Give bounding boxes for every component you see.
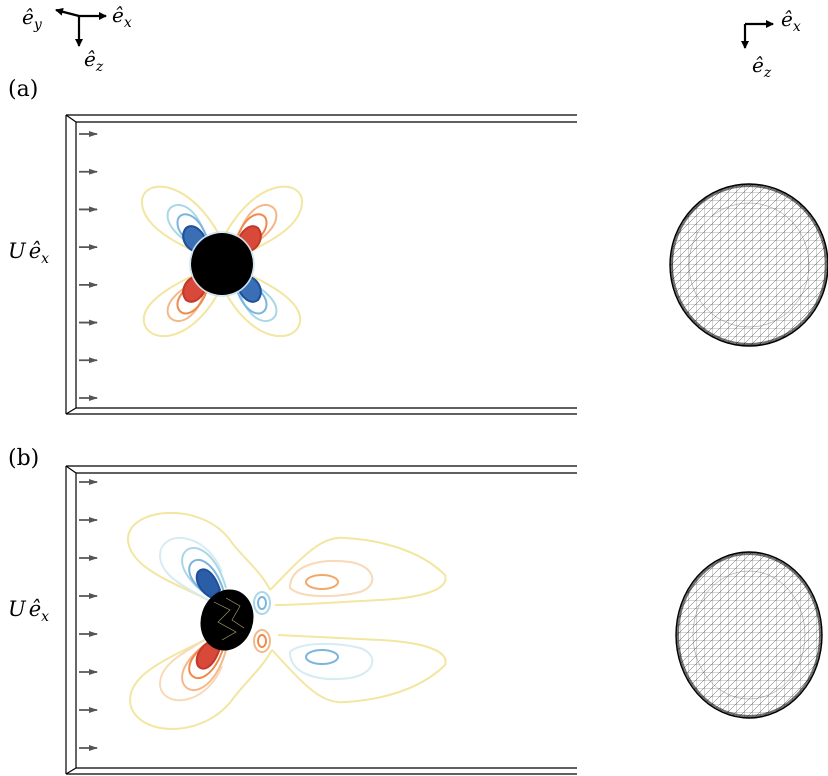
axis-ey-arrow [55,7,80,18]
axes-left: êy êx êz [22,3,132,75]
contours-b [126,511,447,730]
particle-a [191,233,253,295]
panel-b-label: (b) [8,446,39,471]
particle-b-mesh-hint [213,597,245,641]
inflow-arrows-a [79,131,98,401]
mesh-particle-b [675,551,823,719]
axis-ey-label: êy [22,5,43,33]
contours-a [140,185,304,338]
mesh-particle-a [669,183,828,347]
axis-ex-label-right: êx [781,7,801,35]
inflow-arrows-b [79,479,98,751]
axis-ex-label: êx [112,3,132,31]
axes-right: êx êz [741,7,801,81]
panel-a-label: (a) [8,77,38,102]
axis-ez-label: êz [84,47,104,75]
particle-b [200,589,254,651]
axis-ez-label-right: êz [752,53,772,81]
channel-a [65,114,577,415]
channel-b [65,465,577,775]
